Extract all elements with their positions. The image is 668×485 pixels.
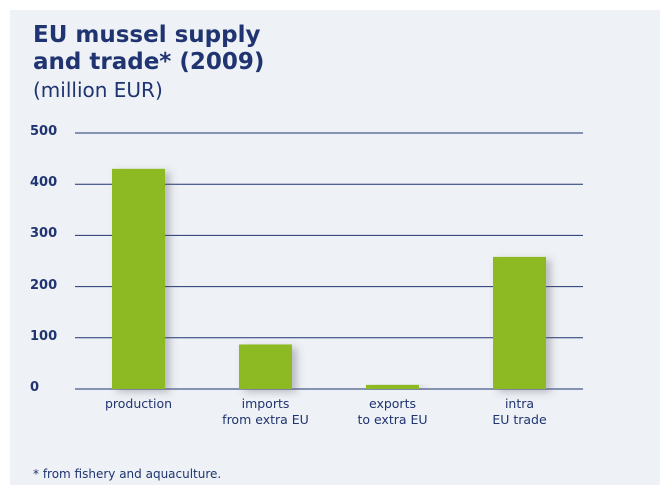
x-tick-label: exports to extra EU — [357, 396, 428, 427]
x-tick-label: intra EU trade — [492, 396, 547, 427]
y-tick-label: 200 — [30, 277, 58, 293]
y-tick-label: 400 — [30, 175, 58, 191]
bar — [239, 344, 292, 389]
bar — [112, 168, 165, 389]
chart-subtitle: (million EUR) — [33, 78, 163, 102]
bar — [366, 384, 419, 389]
y-tick-label: 300 — [30, 226, 58, 242]
footnote: * from fishery and aquaculture. — [33, 467, 222, 481]
chart-title: EU mussel supply and trade* (2009) — [33, 22, 265, 75]
bar — [493, 256, 546, 389]
y-tick-label: 0 — [30, 380, 40, 395]
x-tick-label: imports from extra EU — [222, 396, 309, 427]
y-tick-label: 100 — [30, 328, 58, 344]
y-tick-label: 500 — [30, 124, 58, 139]
x-tick-label: production — [104, 396, 173, 411]
